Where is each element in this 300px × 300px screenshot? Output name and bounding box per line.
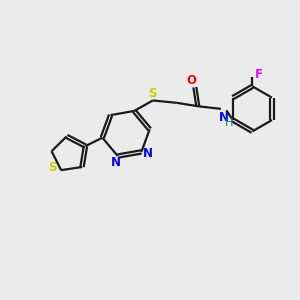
Text: N: N: [111, 156, 121, 169]
Text: S: S: [48, 161, 57, 174]
Text: S: S: [148, 87, 157, 100]
Text: H: H: [224, 118, 233, 128]
Text: O: O: [186, 74, 196, 87]
Text: N: N: [219, 111, 229, 124]
Text: F: F: [255, 68, 263, 81]
Text: N: N: [143, 147, 153, 160]
